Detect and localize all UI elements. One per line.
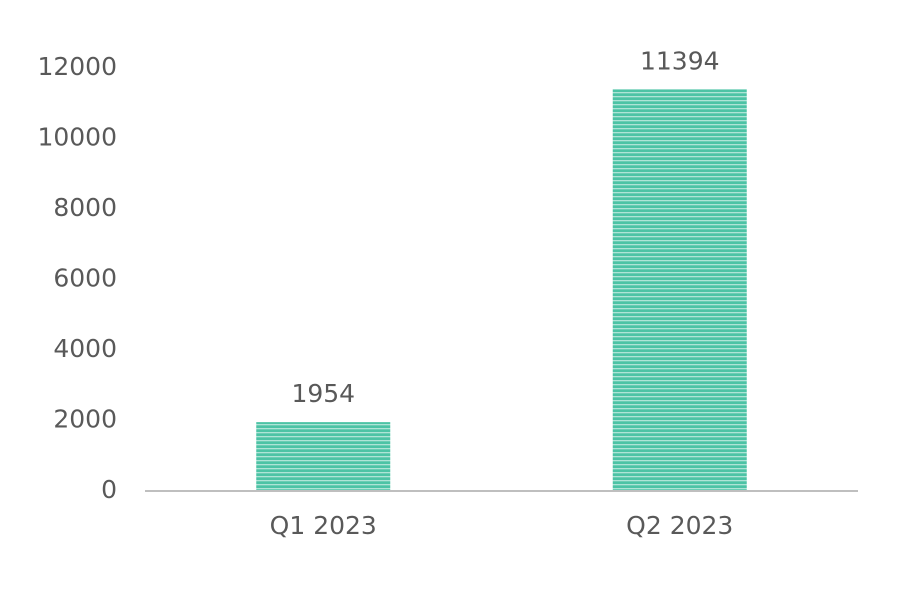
bar — [256, 422, 391, 491]
x-tick-label: Q1 2023 — [270, 511, 377, 540]
y-tick-label: 0 — [101, 475, 117, 504]
y-tick-label: 10000 — [37, 123, 117, 152]
data-label: 1954 — [291, 379, 355, 408]
y-tick-label: 6000 — [53, 264, 117, 293]
y-tick-label: 12000 — [37, 52, 117, 81]
data-label: 11394 — [640, 46, 720, 75]
bar — [612, 89, 747, 491]
y-tick-label: 4000 — [53, 334, 117, 363]
y-tick-label: 8000 — [53, 193, 117, 222]
y-tick-label: 2000 — [53, 405, 117, 434]
x-tick-label: Q2 2023 — [626, 511, 733, 540]
